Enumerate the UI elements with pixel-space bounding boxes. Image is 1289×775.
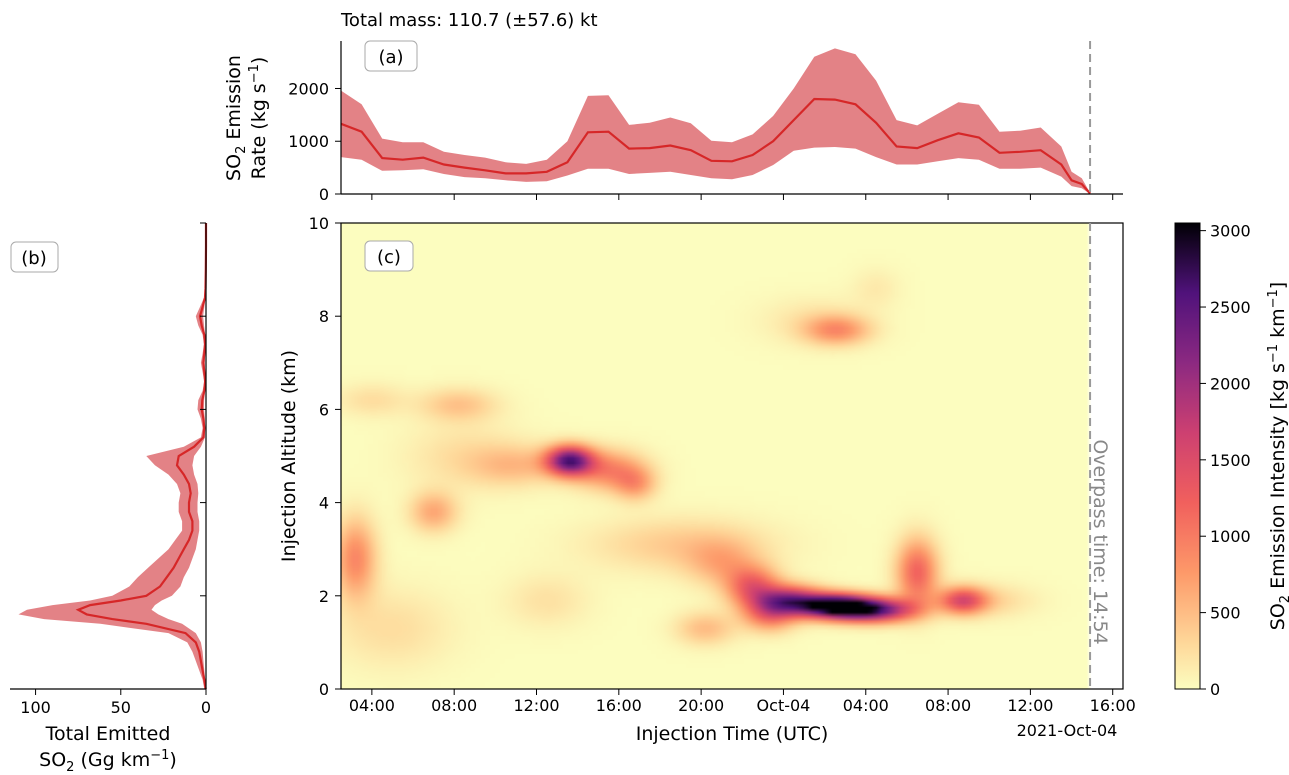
a-ytick-label: 2000 [288, 79, 329, 98]
panel-b-tag-box [10, 241, 59, 273]
c-xtick-label: 16:00 [596, 696, 642, 715]
colorbar: 0 500 1000 1500 2000 2500 3000 SO2 Emission In… [1174, 222, 1289, 699]
colorbar-tick-label: 0 [1210, 680, 1220, 699]
b-mean-line-layer [75, 223, 208, 690]
colorbar-gradient [1174, 222, 1201, 690]
c-ytick-label: 10 [309, 214, 329, 233]
a-ytick-label: 0 [319, 185, 329, 204]
colorbar-tick-label: 2500 [1210, 298, 1251, 317]
colorbar-tick-label: 3000 [1210, 222, 1251, 241]
heatmap-image [341, 223, 1123, 689]
c-xtick-label: 16:00 [1090, 696, 1136, 715]
colorbar-tick-label: 1000 [1210, 527, 1251, 546]
c-xtick-label: 08:00 [431, 696, 477, 715]
overpass-label: Overpass time: 14:54 [1089, 439, 1111, 644]
panel-c-tag: (c) [377, 247, 401, 268]
b-xlabel-line2: SO2 (Gg km−1) [39, 748, 177, 775]
c-xlabel: Injection Time (UTC) [636, 723, 829, 745]
b-axes: 100 50 0 [10, 222, 211, 717]
b-xtick-label: 100 [20, 698, 51, 717]
a-uncertainty-band [341, 48, 1091, 195]
c-xtick-label: Oct-04 [757, 696, 811, 715]
c-ylabel: Injection Altitude (km) [278, 350, 300, 562]
total-mass-title: Total mass: 110.7 (±57.6) kt [340, 10, 598, 31]
b-xtick-label: 0 [201, 698, 211, 717]
panel-b: 100 50 0 (b) Total Emitted SO2 (Gg km−1) [10, 222, 211, 775]
panel-b-tag: (b) [21, 248, 46, 269]
c-axes: 0 2 4 6 8 10 04:00 08:00 12:00 16:00 20:00 Oct-04 04… [309, 214, 1136, 715]
b-uncertainty-band [18, 223, 206, 689]
a-axes: 0 1000 2000 [288, 41, 1123, 204]
a-mean-line-layer [340, 97, 1091, 195]
c-xtick-label: 04:00 [349, 696, 395, 715]
panel-c-tag-box [364, 240, 414, 272]
b-xlabel-line1: Total Emitted [45, 723, 171, 745]
a-ylabel-line2: Rate (kg s−1) [247, 57, 270, 180]
panel-c: 0 2 4 6 8 10 04:00 08:00 12:00 16:00 20:00 Oct-04 04… [278, 214, 1136, 745]
panel-a-tag: (a) [378, 47, 403, 68]
c-xtick-label: 04:00 [843, 696, 889, 715]
a-ytick-label: 1000 [288, 132, 329, 151]
colorbar-tick-label: 500 [1210, 604, 1241, 623]
a-ylabel-line1: SO2 Emission [223, 55, 249, 181]
b-xtick-label: 50 [111, 698, 131, 717]
panel-a: 0 1000 2000 (a) SO2 Emission Rate (kg s−1) [223, 40, 1123, 204]
c-ytick-label: 0 [319, 680, 329, 699]
c-xtick-label: 20:00 [678, 696, 724, 715]
c-xtick-label: 08:00 [925, 696, 971, 715]
colorbar-tick-label: 2000 [1210, 374, 1251, 393]
c-frame [340, 222, 1124, 690]
a-mean-line [340, 97, 1091, 195]
b-uncertainty-band-layer [18, 223, 206, 689]
panel-a-tag-box [364, 40, 418, 72]
b-mean-line [75, 223, 208, 690]
colorbar-ticks: 0 500 1000 1500 2000 2500 3000 [1200, 222, 1251, 699]
c-ytick-label: 8 [319, 307, 329, 326]
colorbar-label: SO2 Emission Intensity [kg s−1 km−1] [1266, 282, 1289, 630]
date-offset-label: 2021-Oct-04 [1017, 721, 1118, 740]
c-ytick-label: 4 [319, 494, 329, 513]
c-xtick-label: 12:00 [1007, 696, 1053, 715]
c-ytick-label: 2 [319, 587, 329, 606]
c-ytick-label: 6 [319, 400, 329, 419]
a-uncertainty-band-layer [341, 48, 1091, 195]
colorbar-tick-label: 1500 [1210, 451, 1251, 470]
c-xtick-label: 12:00 [513, 696, 559, 715]
